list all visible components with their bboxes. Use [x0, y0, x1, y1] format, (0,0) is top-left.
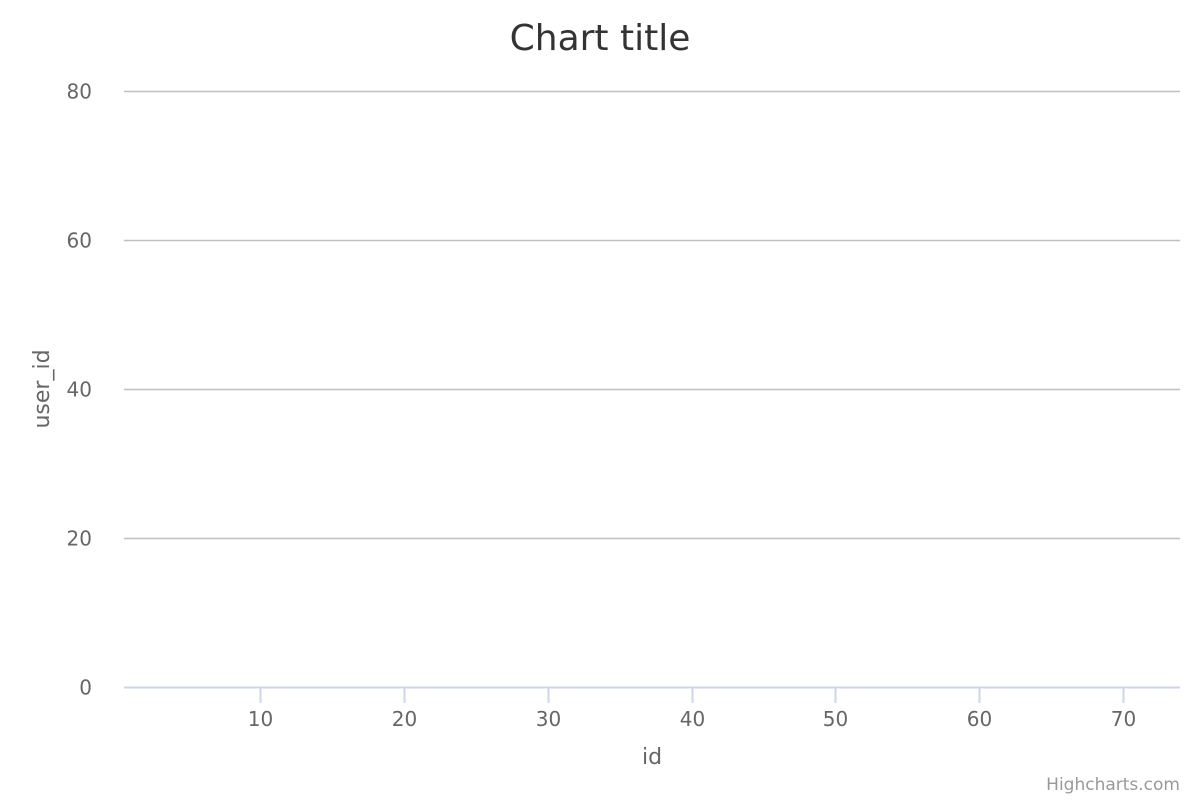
x-tick-label-40: 40 — [680, 707, 705, 731]
x-tick-label-30: 30 — [536, 707, 561, 731]
chart-title: Chart title — [510, 18, 691, 59]
credits-link[interactable]: Highcharts.com — [1046, 775, 1180, 795]
x-tick-label-70: 70 — [1111, 707, 1136, 731]
y-tick-label-40: 40 — [67, 378, 92, 402]
y-tick-label-60: 60 — [67, 229, 92, 253]
x-axis-title: id — [642, 745, 662, 770]
y-tick-label-20: 20 — [67, 527, 92, 551]
x-tick-label-60: 60 — [967, 707, 992, 731]
x-tick-label-20: 20 — [392, 707, 417, 731]
x-tick-label-10: 10 — [248, 707, 273, 731]
y-tick-label-80: 80 — [67, 80, 92, 104]
x-axis — [124, 686, 1180, 703]
y-axis-title: user_id — [30, 349, 55, 428]
y-gridlines — [124, 90, 1180, 540]
y-tick-label-0: 0 — [79, 676, 92, 700]
y-axis-tick-labels: 0 20 40 60 80 — [67, 80, 92, 700]
x-tick-label-50: 50 — [823, 707, 848, 731]
x-axis-tick-labels: 10 20 30 40 50 60 70 — [248, 707, 1136, 731]
